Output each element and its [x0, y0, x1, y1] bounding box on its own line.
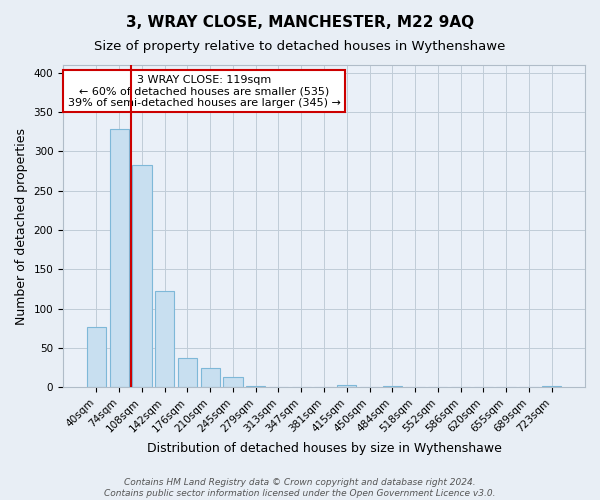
Bar	[337, 384, 356, 387]
Bar	[155, 291, 175, 387]
Bar	[132, 165, 152, 387]
Bar	[87, 326, 106, 387]
Text: Contains HM Land Registry data © Crown copyright and database right 2024.
Contai: Contains HM Land Registry data © Crown c…	[104, 478, 496, 498]
Bar	[383, 386, 402, 387]
Bar	[542, 386, 561, 387]
Bar	[200, 368, 220, 387]
Text: 3 WRAY CLOSE: 119sqm
← 60% of detached houses are smaller (535)
39% of semi-deta: 3 WRAY CLOSE: 119sqm ← 60% of detached h…	[68, 74, 340, 108]
X-axis label: Distribution of detached houses by size in Wythenshawe: Distribution of detached houses by size …	[146, 442, 502, 455]
Text: 3, WRAY CLOSE, MANCHESTER, M22 9AQ: 3, WRAY CLOSE, MANCHESTER, M22 9AQ	[126, 15, 474, 30]
Bar	[246, 386, 265, 387]
Bar	[223, 377, 242, 387]
Bar	[110, 130, 129, 387]
Text: Size of property relative to detached houses in Wythenshawe: Size of property relative to detached ho…	[94, 40, 506, 53]
Y-axis label: Number of detached properties: Number of detached properties	[15, 128, 28, 324]
Bar	[178, 358, 197, 387]
